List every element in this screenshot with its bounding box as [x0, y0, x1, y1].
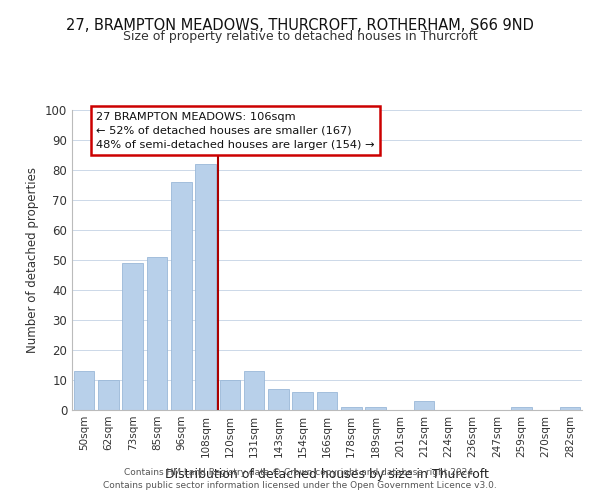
Text: Contains public sector information licensed under the Open Government Licence v3: Contains public sector information licen… [103, 480, 497, 490]
Text: 27, BRAMPTON MEADOWS, THURCROFT, ROTHERHAM, S66 9ND: 27, BRAMPTON MEADOWS, THURCROFT, ROTHERH… [66, 18, 534, 32]
Bar [414, 401, 434, 410]
Text: Size of property relative to detached houses in Thurcroft: Size of property relative to detached ho… [122, 30, 478, 43]
Bar [220, 380, 240, 410]
Bar [511, 407, 532, 410]
Bar [171, 182, 191, 410]
Text: 27 BRAMPTON MEADOWS: 106sqm
← 52% of detached houses are smaller (167)
48% of se: 27 BRAMPTON MEADOWS: 106sqm ← 52% of det… [96, 112, 375, 150]
Bar [74, 371, 94, 410]
Bar [365, 407, 386, 410]
Bar [292, 392, 313, 410]
Bar [317, 392, 337, 410]
X-axis label: Distribution of detached houses by size in Thurcroft: Distribution of detached houses by size … [165, 468, 489, 481]
Bar [560, 407, 580, 410]
Text: Contains HM Land Registry data © Crown copyright and database right 2024.: Contains HM Land Registry data © Crown c… [124, 468, 476, 477]
Bar [98, 380, 119, 410]
Bar [244, 371, 265, 410]
Bar [122, 263, 143, 410]
Bar [195, 164, 216, 410]
Bar [268, 389, 289, 410]
Y-axis label: Number of detached properties: Number of detached properties [26, 167, 40, 353]
Bar [341, 407, 362, 410]
Bar [146, 257, 167, 410]
